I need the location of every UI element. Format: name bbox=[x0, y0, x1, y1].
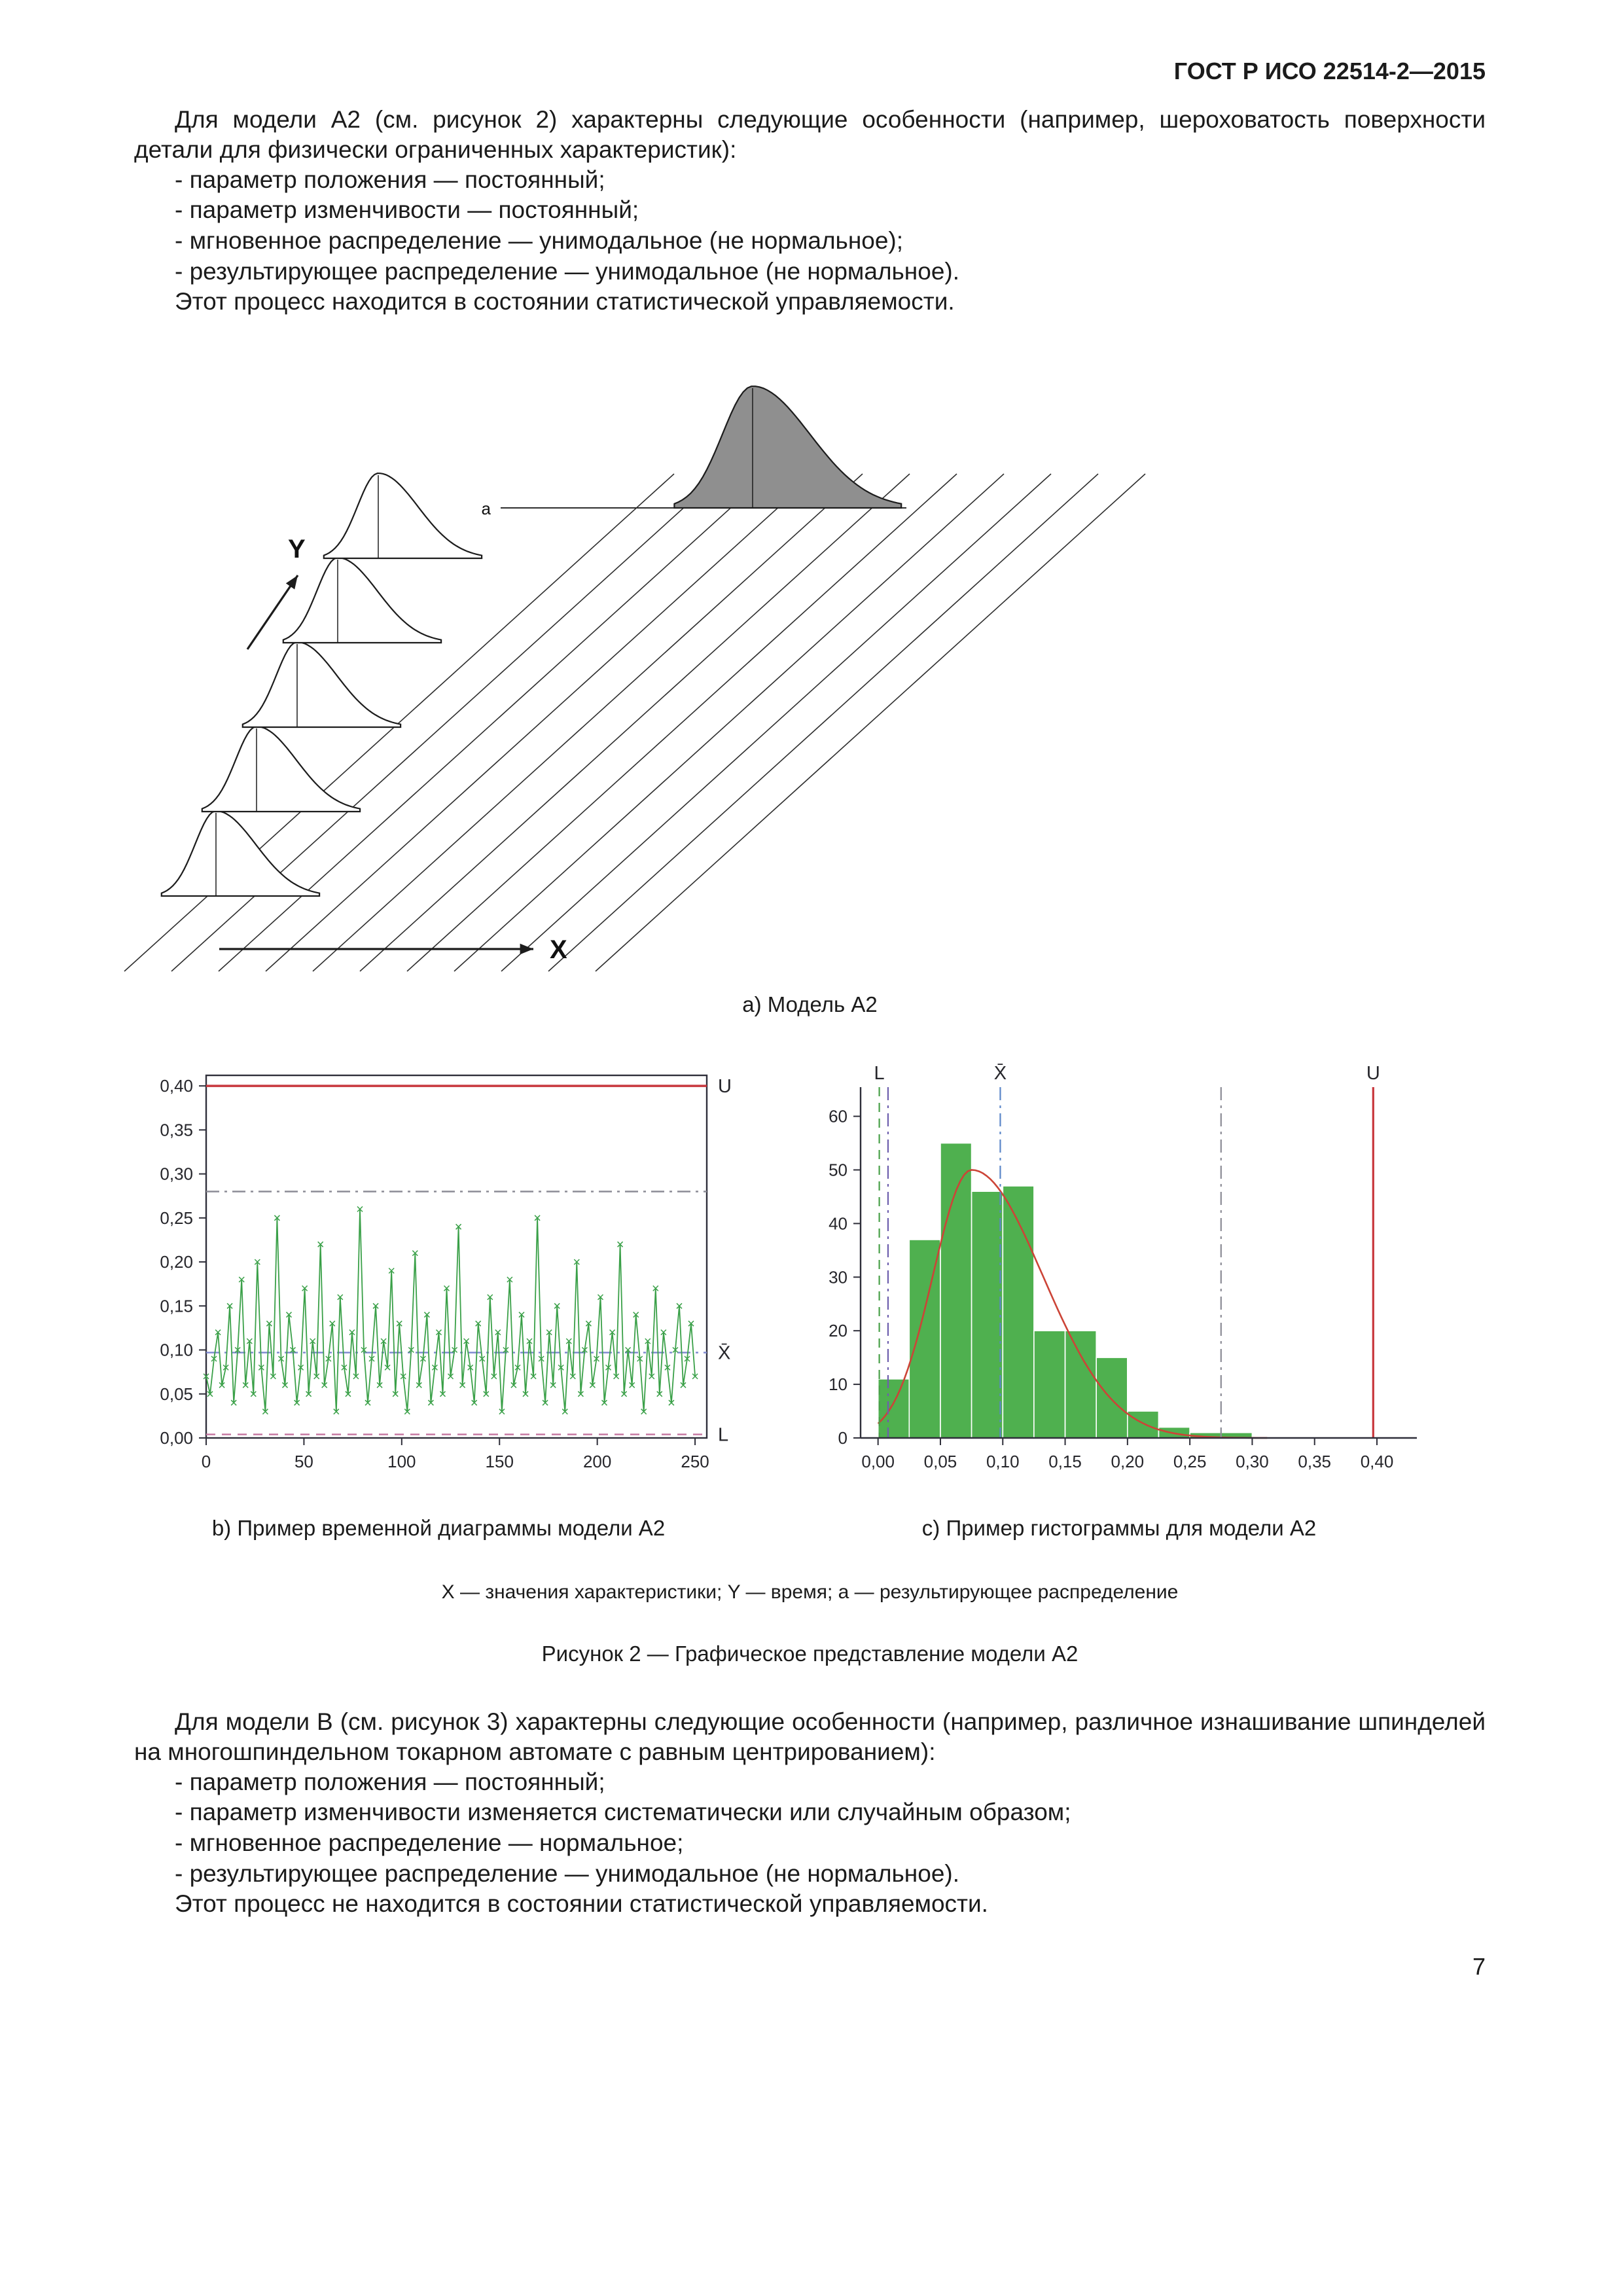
svg-text:0,40: 0,40 bbox=[1361, 1452, 1394, 1471]
histogram-chart: L X̄ U 0 10 20 30 40 50 60 0,00 0,05 0,10 0,15 0,20 0,2… bbox=[829, 1063, 1417, 1471]
svg-text:250: 250 bbox=[681, 1452, 709, 1471]
list-item: - параметр изменчивости изменяется систе… bbox=[175, 1799, 1071, 1826]
svg-text:100: 100 bbox=[387, 1452, 416, 1471]
svg-text:0,05: 0,05 bbox=[924, 1452, 957, 1471]
paragraph-model-a2-conclusion: Этот процесс находится в состоянии стати… bbox=[175, 288, 955, 315]
svg-text:0,25: 0,25 bbox=[160, 1208, 193, 1228]
caption-histogram: c) Пример гистограммы для модели А2 bbox=[921, 1516, 1317, 1541]
svg-text:0,10: 0,10 bbox=[160, 1340, 193, 1360]
caption-time-series: b) Пример временной диаграммы модели А2 bbox=[211, 1516, 666, 1541]
model-a2-3d-diagram: X Y a bbox=[124, 386, 1146, 972]
svg-text:L: L bbox=[874, 1063, 885, 1084]
svg-text:0,05: 0,05 bbox=[160, 1384, 193, 1404]
svg-text:X̄: X̄ bbox=[994, 1063, 1007, 1084]
svg-text:U: U bbox=[1366, 1063, 1380, 1084]
svg-text:0,25: 0,25 bbox=[1173, 1452, 1207, 1471]
svg-text:0,20: 0,20 bbox=[1111, 1452, 1145, 1471]
svg-text:50: 50 bbox=[829, 1160, 847, 1180]
svg-text:200: 200 bbox=[583, 1452, 611, 1471]
figure-model-a2-diagram: X Y a bbox=[98, 382, 1486, 984]
svg-text:0,30: 0,30 bbox=[1236, 1452, 1269, 1471]
svg-text:0,10: 0,10 bbox=[986, 1452, 1020, 1471]
svg-text:0,40: 0,40 bbox=[160, 1076, 193, 1096]
svg-text:0,20: 0,20 bbox=[160, 1252, 193, 1272]
list-item: - мгновенное распределение — унимодально… bbox=[175, 226, 904, 254]
paragraph-model-a2-intro: Для модели А2 (см. рисунок 2) характерны… bbox=[134, 106, 1486, 163]
svg-text:30: 30 bbox=[829, 1267, 847, 1287]
svg-text:0,15: 0,15 bbox=[1048, 1452, 1082, 1471]
svg-text:0,15: 0,15 bbox=[160, 1296, 193, 1316]
time-series-chart: 0,00 0,05 0,10 0,15 0,20 0,25 0,30 0,35 0,40 0 50 1… bbox=[160, 1074, 732, 1471]
charts-row: 0,00 0,05 0,10 0,15 0,20 0,25 0,30 0,35 0,40 0 50 1… bbox=[115, 1060, 1486, 1488]
svg-text:0: 0 bbox=[202, 1452, 211, 1471]
list-item: - параметр изменчивости — постоянный; bbox=[175, 196, 639, 224]
section-model-b: Для модели В (см. рисунок 3) характерны … bbox=[134, 1707, 1486, 1919]
document-header: ГОСТ Р ИСО 22514-2—2015 bbox=[1173, 58, 1486, 84]
model-b-feature-list: - параметр положения — постоянный; - пар… bbox=[134, 1767, 1486, 1889]
paragraph-model-b-conclusion: Этот процесс не находится в состоянии ст… bbox=[175, 1890, 988, 1918]
caption-model-a2: а) Модель А2 bbox=[742, 992, 878, 1017]
svg-text:0,35: 0,35 bbox=[160, 1120, 193, 1139]
svg-text:0,00: 0,00 bbox=[160, 1428, 193, 1448]
list-item: - результирующее распределение — унимода… bbox=[175, 1859, 959, 1887]
figure-title: Рисунок 2 — Графическое представление мо… bbox=[541, 1641, 1079, 1666]
y-axis-label: Y bbox=[288, 535, 306, 564]
list-item: - мгновенное распределение — нормальное; bbox=[175, 1829, 684, 1857]
resulting-distribution-label: a bbox=[482, 499, 491, 518]
document-page: ГОСТ Р ИСО 22514-2—2015 Для модели А2 (с… bbox=[98, 58, 1486, 1981]
paragraph-model-b-intro: Для модели В (см. рисунок 3) характерны … bbox=[134, 1708, 1486, 1765]
svg-text:10: 10 bbox=[829, 1374, 847, 1394]
list-item: - результирующее распределение — унимода… bbox=[175, 257, 959, 285]
page-number: 7 bbox=[1472, 1953, 1486, 1981]
x-axis-label: X bbox=[550, 935, 567, 964]
svg-text:50: 50 bbox=[294, 1452, 313, 1471]
captions-row: b) Пример временной диаграммы модели А2 … bbox=[115, 1516, 1486, 1541]
list-item: - параметр положения — постоянный; bbox=[175, 1768, 605, 1795]
svg-text:60: 60 bbox=[829, 1107, 847, 1126]
svg-text:0,30: 0,30 bbox=[160, 1164, 193, 1184]
svg-text:X̄: X̄ bbox=[718, 1343, 730, 1364]
svg-text:L: L bbox=[718, 1425, 728, 1446]
svg-text:150: 150 bbox=[486, 1452, 514, 1471]
svg-text:40: 40 bbox=[829, 1213, 847, 1233]
svg-text:0,35: 0,35 bbox=[1298, 1452, 1331, 1471]
svg-text:0: 0 bbox=[838, 1428, 847, 1448]
svg-text:20: 20 bbox=[829, 1321, 847, 1340]
svg-text:U: U bbox=[718, 1076, 732, 1097]
list-item: - параметр положения — постоянный; bbox=[175, 166, 605, 193]
model-a2-feature-list: - параметр положения — постоянный; - пар… bbox=[134, 165, 1486, 287]
svg-text:0,00: 0,00 bbox=[861, 1452, 895, 1471]
figure-legend: X — значения характеристики; Y — время; … bbox=[441, 1581, 1179, 1604]
